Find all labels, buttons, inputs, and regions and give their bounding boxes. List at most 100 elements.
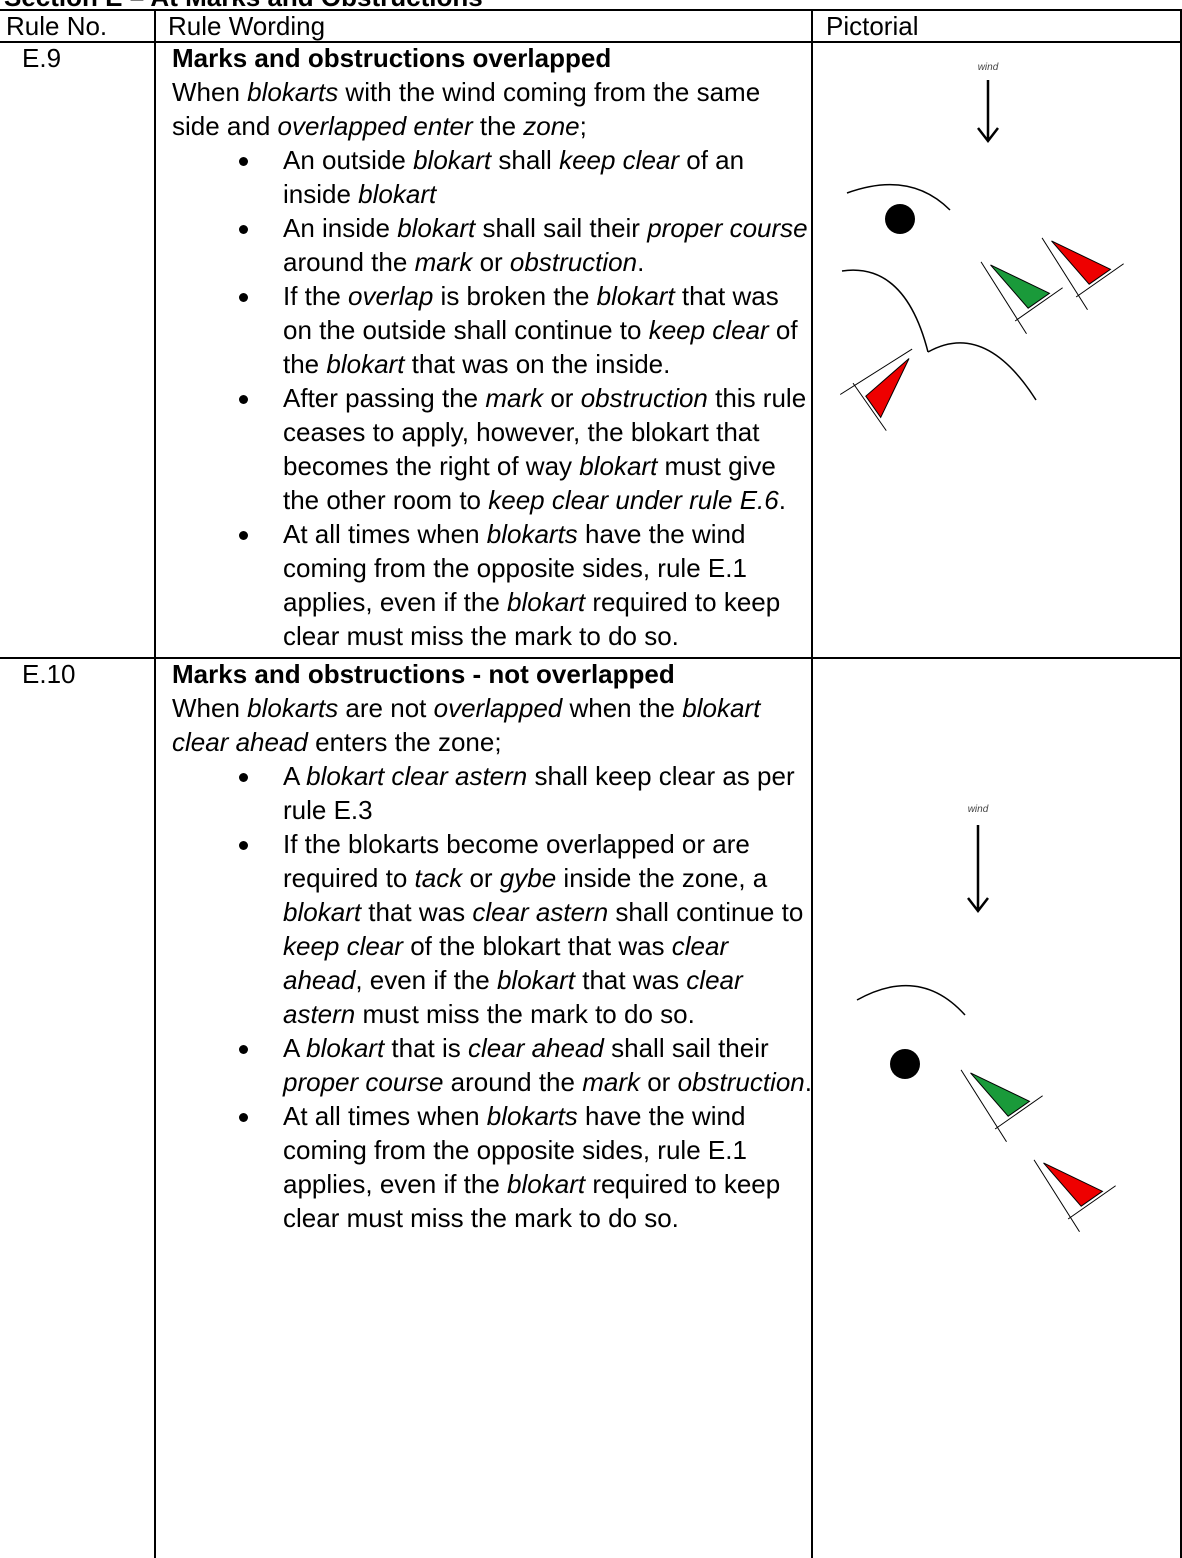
italic-text: zone: [523, 111, 580, 141]
italic-text: proper course: [647, 213, 808, 243]
text: After passing the: [283, 383, 486, 413]
text: ;: [579, 111, 587, 141]
italic-text: blokart: [507, 1169, 586, 1199]
bullet: After passing the mark or obstruction th…: [239, 381, 813, 517]
italic-text: obstruction: [580, 383, 708, 413]
text: An inside: [283, 213, 398, 243]
intro: When blokarts with the wind coming from …: [172, 75, 802, 143]
text: required to keep clear must miss the mar…: [283, 1169, 781, 1233]
text: required to keep clear must miss the mar…: [283, 587, 781, 651]
text: At all times when: [283, 1101, 487, 1131]
text: have the wind coming from the opposite s…: [283, 519, 747, 617]
text: shall continue to: [608, 897, 804, 927]
bullet: An inside blokart shall sail their prope…: [239, 211, 813, 279]
text: .: [778, 485, 786, 515]
text: inside the zone, a: [556, 863, 768, 893]
text: A: [283, 1033, 307, 1063]
rule: [0, 657, 1182, 659]
text: If the: [283, 281, 349, 311]
italic-text: mark: [582, 1067, 640, 1097]
text: .: [804, 1067, 812, 1097]
text: or: [472, 247, 510, 277]
text: have the wind coming from the opposite s…: [283, 1101, 747, 1199]
text: or: [543, 383, 581, 413]
text: that was on the inside.: [404, 349, 671, 379]
rule-wording: Marks and obstructions - not overlapped W…: [172, 657, 812, 1235]
rule: [811, 9, 813, 1558]
rule: [1180, 9, 1182, 1558]
italic-text: mark: [485, 383, 544, 413]
italic-text: clear ahead: [468, 1033, 604, 1063]
rule-title: Marks and obstructions overlapped: [172, 43, 612, 73]
text: when the: [562, 693, 683, 723]
rule: [0, 41, 1182, 43]
text: shall keep clear as per rule E.3: [283, 761, 795, 825]
bullet: At all times when blokarts have the wind…: [239, 1099, 813, 1235]
bullet-list: An outside blokart shall keep clear of a…: [172, 143, 813, 653]
text: around the: [443, 1067, 583, 1097]
italic-text: blokart: [596, 281, 675, 311]
text: , even if the: [355, 965, 497, 995]
text: is broken the: [433, 281, 597, 311]
italic-text: clear astern: [472, 897, 609, 927]
text: If the blokarts become overlapped or are…: [283, 829, 750, 893]
text: At all times when: [283, 519, 487, 549]
italic-text: overlap: [348, 281, 434, 311]
rule: [0, 9, 1182, 11]
italic-text: blokart: [507, 587, 586, 617]
italic-text: blokart clear astern: [306, 761, 528, 791]
pictorial: wind: [839, 62, 1124, 431]
rule-number: E.10: [22, 659, 76, 689]
bullet-list: A blokart clear astern shall keep clear …: [172, 759, 813, 1235]
text: An outside: [283, 145, 414, 175]
text: that was: [575, 965, 687, 995]
italic-text: overlapped enter: [277, 111, 473, 141]
italic-text: clear ahead: [283, 931, 729, 995]
italic-text: blokarts: [247, 77, 339, 107]
text: the: [472, 111, 524, 141]
italic-text: blokart: [283, 897, 362, 927]
bullet: A blokart that is clear ahead shall sail…: [239, 1031, 813, 1099]
text: of the: [283, 315, 798, 379]
italic-text: obstruction: [509, 247, 638, 277]
italic-text: keep clear: [648, 315, 769, 345]
wind-label: wind: [978, 62, 999, 73]
rule: [154, 9, 156, 1558]
italic-text: blokart: [397, 213, 476, 243]
wind-label: wind: [968, 804, 989, 815]
italic-text: blokart: [326, 349, 405, 379]
bullet: If the overlap is broken the blokart tha…: [239, 279, 813, 381]
text: of an inside: [283, 145, 745, 209]
italic-text: keep clear under rule E.6: [488, 485, 779, 515]
text: this rule ceases to apply, however, the …: [283, 383, 807, 481]
italic-text: blokart: [306, 1033, 385, 1063]
text: A: [283, 761, 307, 791]
italic-text: gybe: [499, 863, 557, 893]
italic-text: blokart: [413, 145, 492, 175]
italic-text: overlapped: [433, 693, 563, 723]
italic-text: clear astern: [283, 965, 743, 1029]
text: or: [639, 1067, 678, 1097]
column-header: Rule No.: [6, 11, 108, 41]
italic-text: blokart clear ahead: [172, 693, 761, 757]
italic-text: blokart: [579, 451, 658, 481]
italic-text: blokarts: [247, 693, 339, 723]
italic-text: tack: [414, 863, 463, 893]
text: are not: [338, 693, 434, 723]
bullet: A blokart clear astern shall keep clear …: [239, 759, 813, 827]
italic-text: blokart: [496, 965, 576, 995]
italic-text: mark: [414, 247, 473, 277]
text: or: [462, 863, 500, 893]
text: with the wind coming from the same side …: [172, 77, 761, 141]
text: that is: [384, 1033, 469, 1063]
bullet: An outside blokart shall keep clear of a…: [239, 143, 813, 211]
text: shall: [491, 145, 560, 175]
text: must give the other room to: [283, 451, 776, 515]
italic-text: proper course: [283, 1067, 444, 1097]
bullet: If the blokarts become overlapped or are…: [239, 827, 813, 1031]
text: must miss the mark to do so.: [355, 999, 695, 1029]
italic-text: keep clear: [559, 145, 680, 175]
column-header: Pictorial: [826, 11, 919, 41]
text: shall sail their: [603, 1033, 769, 1063]
rule-number: E.9: [22, 43, 62, 73]
